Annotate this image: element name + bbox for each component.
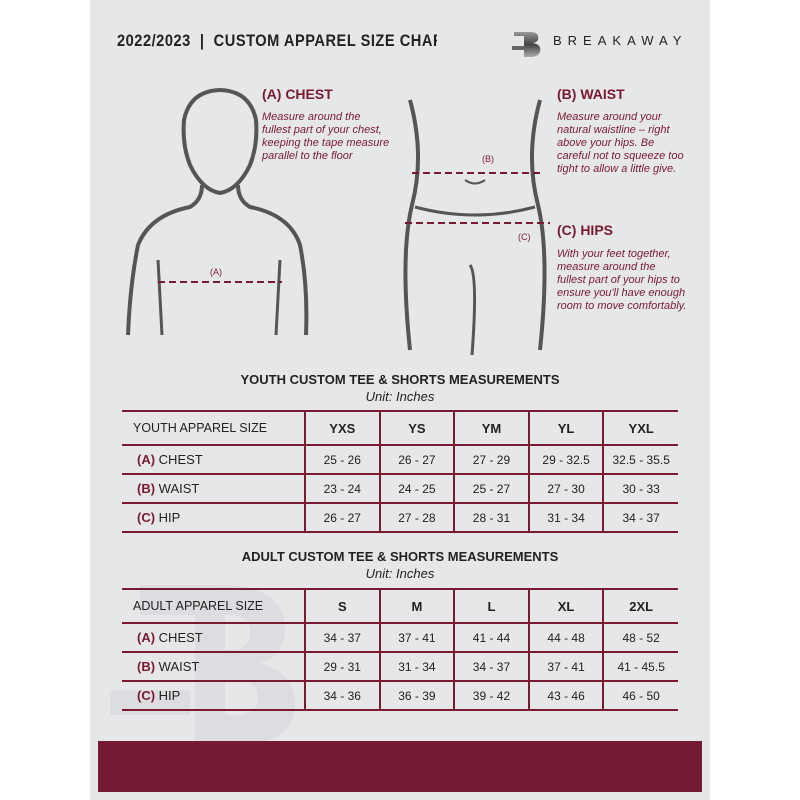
youth-unit: Unit: Inches: [365, 389, 435, 404]
table-cell: 34 - 37: [304, 622, 380, 653]
header-cell: S: [304, 588, 380, 624]
header-cell: YL: [527, 410, 604, 446]
table-cell: 32.5 - 35.5: [602, 444, 678, 475]
table-cell: 34 - 37: [453, 651, 529, 682]
row-code: (B): [137, 659, 156, 674]
table-cell: 48 - 52: [602, 622, 678, 653]
hips-instructions: With your feet together, measure around …: [557, 248, 687, 312]
chest-marker-label: (A): [210, 267, 222, 277]
adult-section-title: ADULT CUSTOM TEE & SHORTS MEASUREMENTS: [241, 549, 559, 564]
table-cell: 43 - 46: [527, 680, 604, 711]
hips-marker-label: (C): [518, 232, 531, 242]
table-cell: 29 - 31: [304, 651, 380, 682]
table-header-row: ADULT APPAREL SIZE S M L XL 2XL: [122, 588, 678, 624]
table-cell: 36 - 39: [378, 680, 455, 711]
table-cell: 41 - 45.5: [602, 651, 678, 682]
table-cell: 34 - 36: [304, 680, 380, 711]
row-label: (B) WAIST: [122, 473, 305, 504]
breakaway-logo-icon: [512, 32, 541, 57]
table-row: (A) CHEST 34 - 37 37 - 41 41 - 44 44 - 48 48 …: [122, 622, 678, 653]
size-chart-page: 2022/2023 | CUSTOM APPAREL SIZE CHART BR…: [90, 0, 710, 800]
row-label: (C) HIP: [122, 502, 305, 533]
row-label: (B) WAIST: [122, 651, 305, 682]
table-cell: 41 - 44: [453, 622, 529, 653]
row-label: (A) CHEST: [122, 622, 305, 653]
table-cell: 46 - 50: [602, 680, 678, 711]
row-label: (A) CHEST: [122, 444, 305, 475]
row-code: (C): [137, 688, 156, 703]
adult-unit: Unit: Inches: [365, 566, 435, 581]
youth-size-table: YOUTH APPAREL SIZE YXS YS YM YL YXL (A) …: [122, 410, 678, 533]
chest-figure-illustration: [126, 87, 309, 336]
table-cell: 26 - 27: [378, 444, 455, 475]
table-cell: 27 - 30: [527, 473, 604, 504]
row-code: (A): [137, 452, 156, 467]
table-row: (B) WAIST 23 - 24 24 - 25 25 - 27 27 - 30 30 …: [122, 473, 678, 504]
table-row: (C) HIP 26 - 27 27 - 28 28 - 31 31 - 34 34 - …: [122, 502, 678, 533]
table-cell: 25 - 27: [453, 473, 529, 504]
header-cell: YM: [453, 410, 529, 446]
row-label: (C) HIP: [122, 680, 305, 711]
row-name: WAIST: [158, 659, 200, 674]
table-cell: 30 - 33: [602, 473, 678, 504]
header-cell: XL: [527, 588, 604, 624]
waist-hips-figure-illustration: [403, 99, 550, 355]
row-name: WAIST: [158, 481, 200, 496]
row-code: (C): [137, 510, 156, 525]
table-cell: 27 - 29: [453, 444, 529, 475]
waist-heading: (B) WAIST: [557, 86, 625, 102]
table-cell: 27 - 28: [378, 502, 455, 533]
table-cell: 25 - 26: [304, 444, 380, 475]
chest-instructions: Measure around the fullest part of your …: [262, 111, 390, 162]
header-cell: YXL: [602, 410, 678, 446]
table-cell: 31 - 34: [378, 651, 455, 682]
chest-heading: (A) CHEST: [262, 86, 333, 102]
adult-size-table: ADULT APPAREL SIZE S M L XL 2XL (A) CHES…: [122, 588, 678, 711]
row-code: (B): [137, 481, 156, 496]
table-cell: 37 - 41: [378, 622, 455, 653]
table-cell: 23 - 24: [304, 473, 380, 504]
table-cell: 44 - 48: [527, 622, 604, 653]
row-name: CHEST: [158, 452, 203, 467]
header-cell: YXS: [304, 410, 380, 446]
header-cell: L: [453, 588, 529, 624]
header-cell: YS: [378, 410, 455, 446]
table-cell: 28 - 31: [453, 502, 529, 533]
table-cell: 26 - 27: [304, 502, 380, 533]
table-cell: 39 - 42: [453, 680, 529, 711]
row-name: HIP: [158, 688, 181, 703]
page-title: 2022/2023 | CUSTOM APPAREL SIZE CHART: [117, 31, 437, 50]
header-cell: YOUTH APPAREL SIZE: [122, 410, 305, 446]
table-header-row: YOUTH APPAREL SIZE YXS YS YM YL YXL: [122, 410, 678, 446]
row-name: CHEST: [158, 630, 203, 645]
header-cell: 2XL: [602, 588, 678, 624]
table-cell: 34 - 37: [602, 502, 678, 533]
header-cell: ADULT APPAREL SIZE: [122, 588, 305, 624]
header-cell: M: [378, 588, 455, 624]
hips-heading: (C) HIPS: [557, 222, 613, 238]
youth-section-title: YOUTH CUSTOM TEE & SHORTS MEASUREMENTS: [240, 372, 560, 387]
table-cell: 24 - 25: [378, 473, 455, 504]
table-cell: 31 - 34: [527, 502, 604, 533]
footer-bar: [98, 741, 702, 792]
brand-name: BREAKAWAY: [553, 33, 688, 48]
waist-marker-label: (B): [482, 154, 494, 164]
row-code: (A): [137, 630, 156, 645]
table-row: (A) CHEST 25 - 26 26 - 27 27 - 29 29 - 32.5 3…: [122, 444, 678, 475]
row-name: HIP: [158, 510, 181, 525]
table-row: (B) WAIST 29 - 31 31 - 34 34 - 37 37 - 41 41 …: [122, 651, 678, 682]
table-row: (C) HIP 34 - 36 36 - 39 39 - 42 43 - 46 46 - …: [122, 680, 678, 711]
table-cell: 29 - 32.5: [527, 444, 604, 475]
waist-instructions: Measure around your natural waistline – …: [557, 111, 684, 175]
table-cell: 37 - 41: [527, 651, 604, 682]
